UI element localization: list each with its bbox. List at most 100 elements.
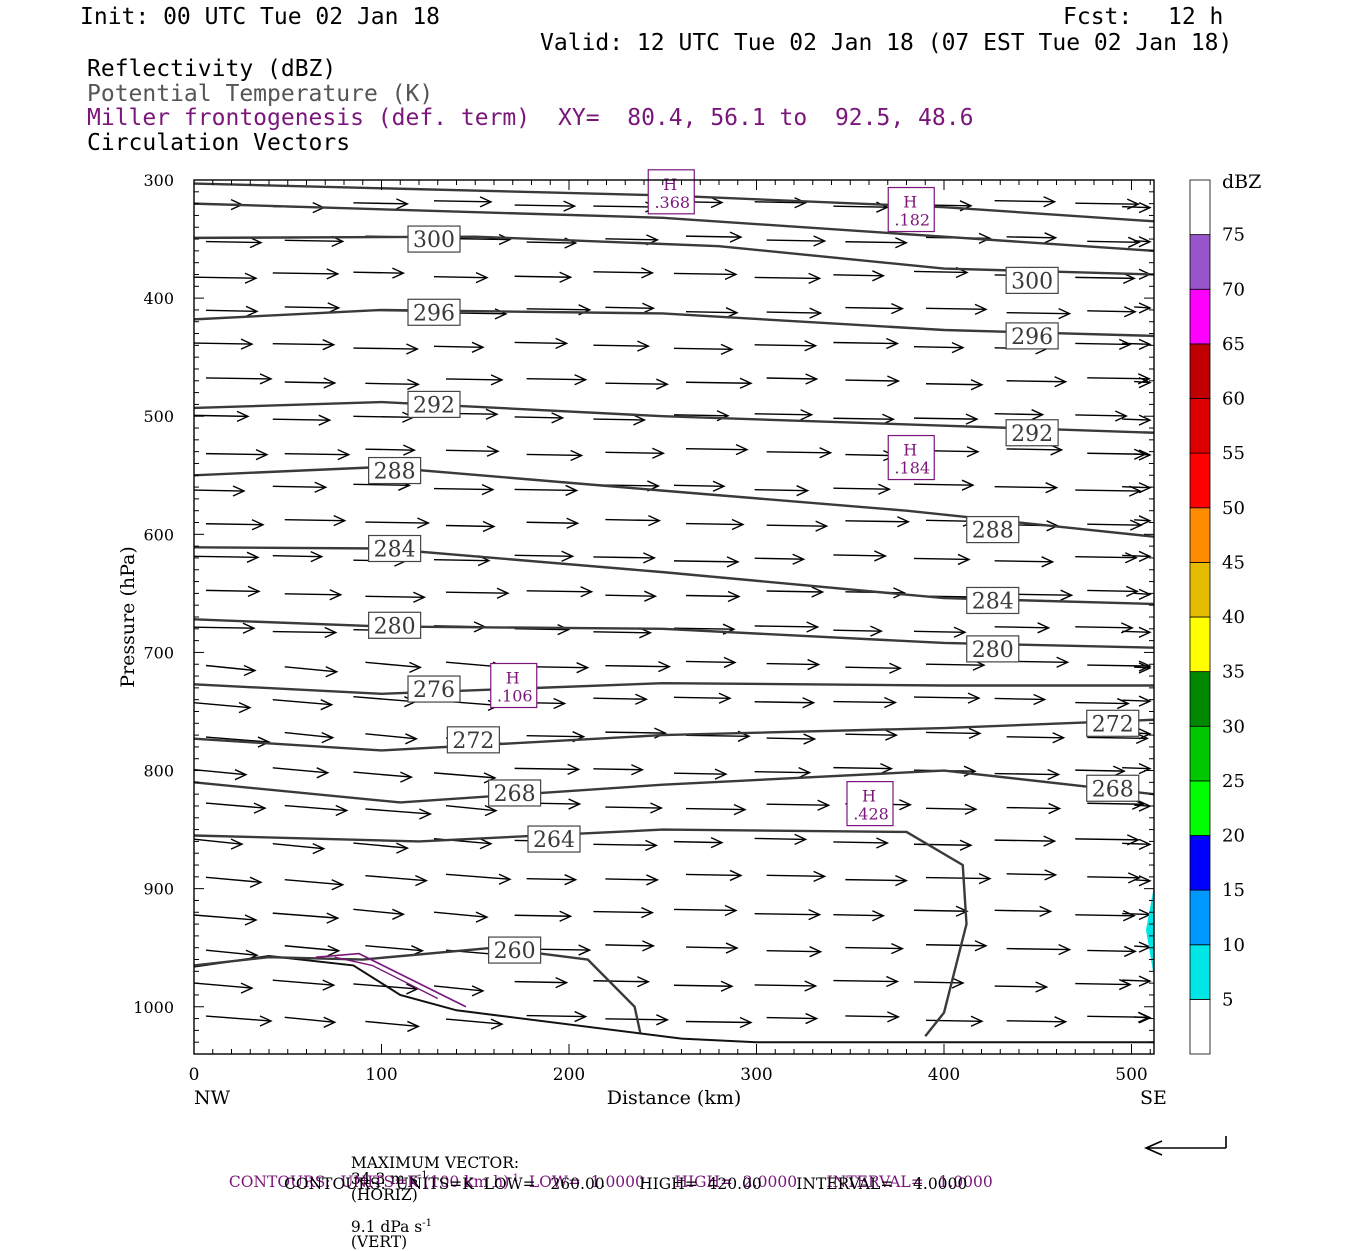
vector-head	[874, 550, 888, 562]
vector-head	[656, 1014, 670, 1026]
circulation-vector	[605, 302, 656, 314]
vector-shaft	[766, 949, 821, 953]
vector-shaft	[673, 560, 739, 563]
circulation-vector	[445, 520, 496, 533]
vector-head	[320, 699, 334, 711]
circulation-vector	[193, 914, 258, 926]
vector-shaft	[1122, 554, 1151, 558]
circulation-vector	[272, 551, 324, 563]
vector-head	[718, 692, 732, 704]
vector-head	[1125, 585, 1139, 598]
vector-head	[876, 837, 890, 849]
vector-shaft	[913, 696, 980, 699]
circulation-vector	[754, 553, 806, 565]
vector-shaft	[913, 483, 974, 486]
vector-shaft	[754, 625, 818, 628]
vector-shaft	[526, 590, 592, 593]
vector-head	[314, 481, 328, 493]
vector-shaft	[1075, 914, 1135, 917]
circulation-vector	[833, 270, 886, 282]
circulation-vector	[272, 268, 340, 280]
vector-head	[899, 799, 913, 811]
vector-shaft	[205, 802, 266, 809]
vector-shaft	[673, 772, 727, 775]
circulation-vector	[913, 479, 975, 491]
vector-shaft	[605, 806, 662, 809]
vector-shaft	[193, 982, 253, 989]
vector-shaft	[445, 591, 509, 594]
circulation-vector	[445, 873, 512, 885]
vector-head	[1138, 662, 1152, 674]
frontogenesis-contour	[334, 956, 439, 1000]
vector-head	[955, 905, 969, 917]
circulation-vector	[754, 980, 818, 992]
circulation-vector	[284, 515, 347, 527]
vector-head	[725, 942, 739, 954]
circulation-vector	[593, 201, 659, 213]
circulation-vector	[353, 771, 414, 783]
vector-shaft	[445, 1018, 503, 1025]
circulation-vector	[925, 803, 978, 815]
vector-head	[1043, 196, 1057, 208]
vector-shaft	[754, 344, 816, 347]
vector-shaft	[1122, 630, 1151, 634]
vector-head	[1123, 945, 1137, 958]
vector-shaft	[845, 306, 903, 310]
vector-shaft	[1134, 453, 1151, 456]
vector-shaft	[925, 307, 987, 311]
circulation-vector	[754, 697, 816, 709]
circulation-vector	[685, 803, 747, 816]
vector-shaft	[353, 483, 410, 487]
vector-head	[417, 517, 431, 529]
vector-shaft	[1087, 802, 1144, 805]
vector-head	[803, 733, 817, 745]
vector-shaft	[673, 627, 735, 630]
vector-head	[725, 307, 739, 319]
contour-label-box	[488, 936, 542, 964]
circulation-vector	[1134, 662, 1152, 674]
circulation-vector	[673, 692, 732, 704]
colorbar-segment	[1189, 835, 1211, 891]
vector-shaft	[205, 240, 262, 244]
vector-head	[733, 803, 747, 816]
vector-shaft	[1122, 205, 1151, 209]
vector-head	[1138, 482, 1152, 494]
circulation-vector	[353, 842, 410, 854]
vector-shaft	[284, 239, 343, 243]
vector-shaft	[514, 980, 567, 984]
vector-head	[486, 445, 500, 457]
vector-head	[419, 808, 433, 820]
circulation-vector	[685, 942, 739, 954]
vector-shaft	[766, 1016, 817, 1020]
vector-shaft	[433, 487, 494, 491]
circulation-vector	[205, 519, 265, 531]
vector-head	[1112, 765, 1126, 777]
vector-shaft	[913, 270, 968, 274]
circulation-vector	[445, 445, 500, 457]
vector-head	[961, 479, 975, 491]
vector-shaft	[193, 414, 249, 418]
vector-shaft	[1075, 701, 1129, 705]
circulation-vector	[913, 342, 965, 354]
vector-shaft	[526, 734, 584, 738]
contour-label-box	[407, 225, 461, 253]
vector-head	[726, 556, 740, 568]
x-tick-label: 500	[1115, 1065, 1147, 1085]
colorbar-segment	[1189, 780, 1211, 836]
circulation-vector	[605, 378, 670, 390]
contour-label-272: 272	[452, 729, 494, 754]
circulation-vector	[605, 661, 672, 673]
vector-head	[490, 374, 504, 386]
theta-contours: 300 300 296 296 292 292 288 288 284 284 280 280 276 2…	[193, 182, 1155, 1044]
vector-head	[646, 874, 660, 886]
circulation-vector	[353, 198, 410, 210]
circulation-vector	[766, 586, 825, 598]
vector-shaft	[272, 979, 334, 986]
vector-shaft	[1087, 377, 1150, 380]
circulation-vector	[1134, 941, 1152, 953]
vector-shaft	[205, 876, 262, 883]
vector-shaft	[1134, 1016, 1151, 1019]
circulation-vector	[1006, 232, 1058, 244]
vector-head	[880, 762, 894, 775]
contour-label-268: 268	[1092, 777, 1134, 802]
